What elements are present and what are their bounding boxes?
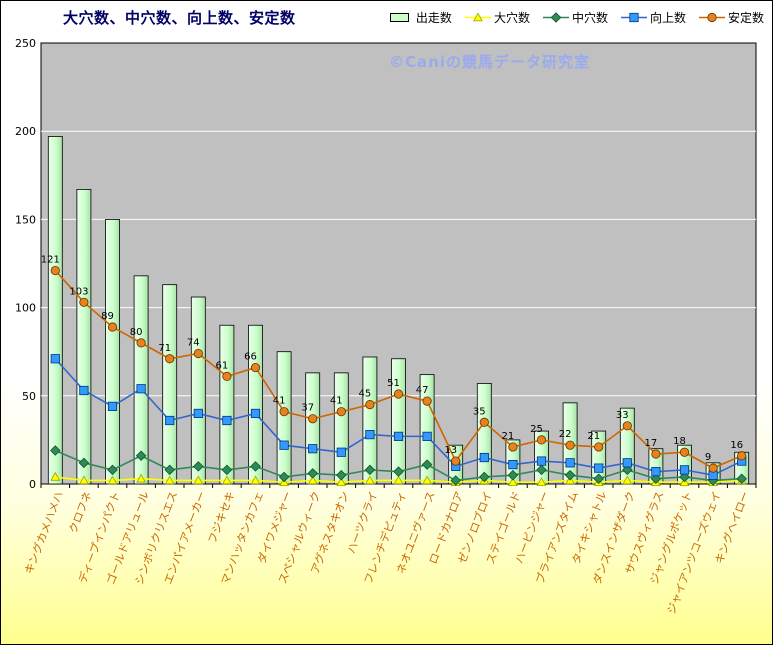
svg-text:66: 66 xyxy=(244,352,257,363)
chart-title: 大穴数、中穴数、向上数、安定数 xyxy=(63,9,296,27)
data-labels: 121 103 89 80 71 74 61 66 41 37 41 45 51 47 13 35 21 25 22… xyxy=(41,255,743,464)
legend-item-2: 中穴数 xyxy=(542,9,608,26)
svg-text:50: 50 xyxy=(22,390,36,403)
svg-text:17: 17 xyxy=(645,438,658,449)
svg-text:103: 103 xyxy=(69,286,88,297)
svg-text:22: 22 xyxy=(559,429,572,440)
svg-text:80: 80 xyxy=(130,327,143,338)
svg-text:45: 45 xyxy=(359,389,372,400)
svg-text:61: 61 xyxy=(216,360,229,371)
series-line-1 xyxy=(50,445,747,486)
svg-text:ジャイアンツコーズウェイ: ジャイアンツコーズウェイ xyxy=(664,489,724,616)
svg-text:18: 18 xyxy=(673,436,686,447)
bar xyxy=(305,372,321,485)
svg-text:33: 33 xyxy=(616,410,629,421)
legend-item-3: 向上数 xyxy=(620,9,686,26)
bar xyxy=(190,296,206,485)
bar xyxy=(76,189,92,485)
svg-text:37: 37 xyxy=(301,403,314,414)
chart-header: 大穴数、中穴数、向上数、安定数 出走数 大穴数 中穴数 向上数 安定数 xyxy=(1,7,772,28)
svg-text:クロフネ: クロフネ xyxy=(67,489,95,535)
svg-text:0: 0 xyxy=(29,478,36,491)
bar xyxy=(248,324,263,485)
bar xyxy=(133,275,149,485)
svg-text:キングカメハメハ: キングカメハメハ xyxy=(21,489,65,576)
svg-text:89: 89 xyxy=(101,311,114,322)
legend-label: 安定数 xyxy=(727,11,764,25)
legend-label: 出走数 xyxy=(415,11,452,25)
svg-text:35: 35 xyxy=(473,406,486,417)
svg-text:121: 121 xyxy=(41,255,60,266)
svg-text:41: 41 xyxy=(330,396,343,407)
svg-text:47: 47 xyxy=(416,385,429,396)
legend-item-1: 大穴数 xyxy=(464,9,530,26)
svg-text:51: 51 xyxy=(387,378,400,389)
legend-swatch-square-icon xyxy=(620,12,647,23)
legend-label: 中穴数 xyxy=(571,11,608,25)
legend: 出走数 大穴数 中穴数 向上数 安定数 xyxy=(387,9,764,26)
legend-label: 大穴数 xyxy=(493,11,530,25)
x-axis-ticks xyxy=(40,484,757,488)
svg-text:21: 21 xyxy=(502,431,515,442)
legend-item-0: 出走数 xyxy=(387,9,452,26)
svg-text:フジキセキ: フジキセキ xyxy=(206,489,238,545)
legend-swatch-triangle-icon xyxy=(464,12,491,22)
bar xyxy=(47,136,63,485)
svg-text:25: 25 xyxy=(530,424,543,435)
x-axis-labels: キングカメハメハ クロフネディープインパクトゴールドアリュールシンボリクリスエスエ… xyxy=(21,489,752,616)
bar xyxy=(333,372,349,485)
svg-text:74: 74 xyxy=(187,337,200,348)
svg-text:9: 9 xyxy=(705,452,711,463)
bar xyxy=(105,218,120,485)
bar xyxy=(476,383,492,485)
legend-swatch-diamond-icon xyxy=(542,12,569,23)
svg-text:71: 71 xyxy=(158,343,171,354)
bar xyxy=(219,324,235,485)
svg-text:13: 13 xyxy=(444,445,457,456)
series-line-2 xyxy=(50,354,747,480)
y-axis-labels: 0 50 100 150 200 250 xyxy=(15,37,36,491)
legend-item-4: 安定数 xyxy=(698,9,764,26)
series-line-3 xyxy=(50,265,747,473)
svg-text:16: 16 xyxy=(730,440,743,451)
bar xyxy=(276,351,292,485)
svg-text:41: 41 xyxy=(273,396,286,407)
watermark: ©Caniの競馬データ研究室 xyxy=(389,53,590,71)
svg-text:200: 200 xyxy=(15,125,36,138)
svg-text:21: 21 xyxy=(587,431,600,442)
bar xyxy=(162,284,178,485)
svg-text:150: 150 xyxy=(15,213,36,226)
legend-label: 向上数 xyxy=(649,11,686,25)
series-line-0 xyxy=(50,471,747,486)
svg-text:100: 100 xyxy=(15,302,36,315)
legend-swatch-rect-icon xyxy=(389,13,409,22)
legend-swatch-circle-icon xyxy=(698,12,725,23)
svg-text:250: 250 xyxy=(15,37,36,50)
